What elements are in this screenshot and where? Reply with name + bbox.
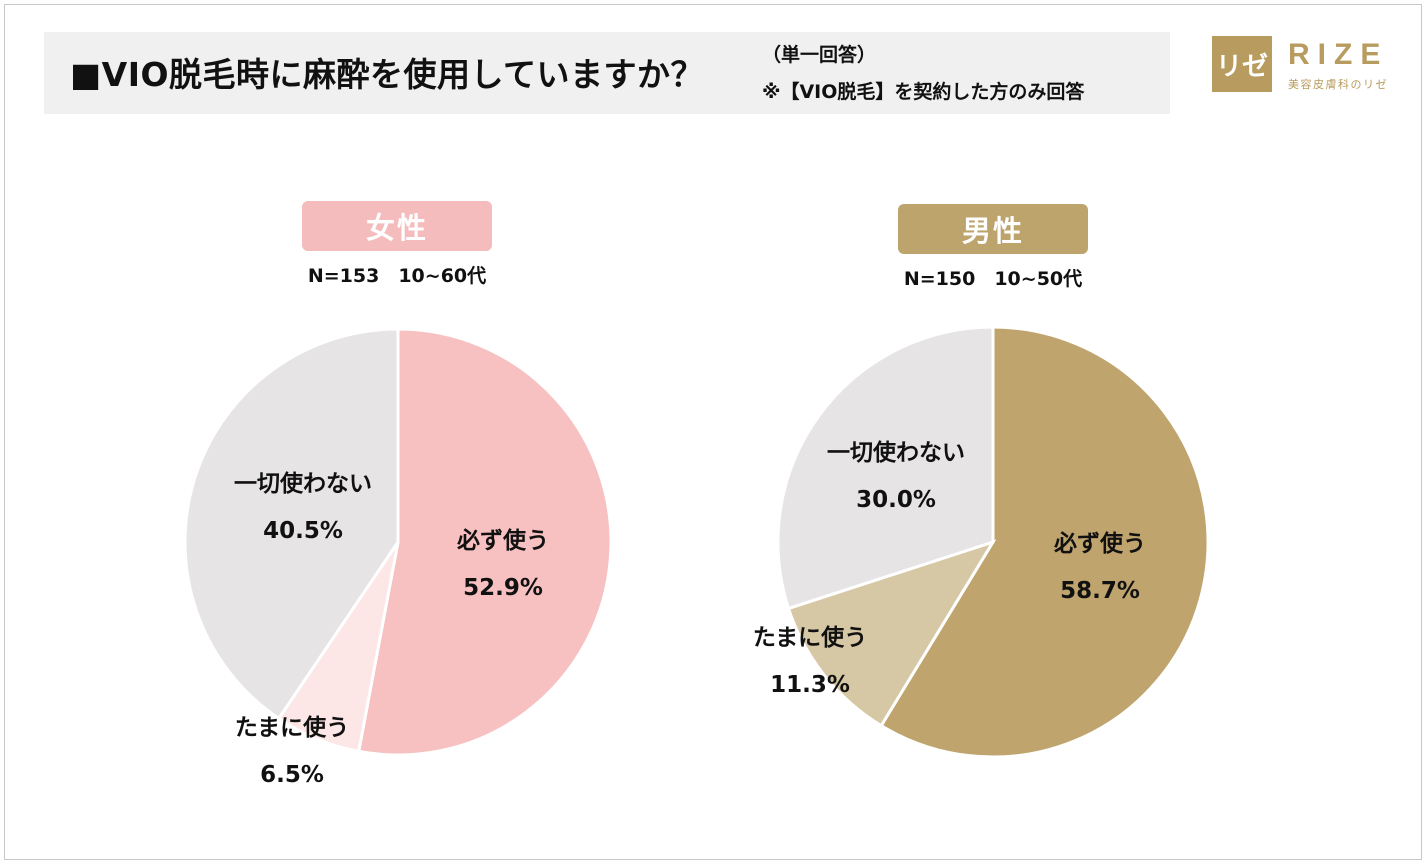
logo-tagline: 美容皮膚科のリゼ [1288, 78, 1388, 91]
male-slice-sometimes [786, 539, 997, 728]
female-slice-always [356, 327, 613, 757]
female-pie: 必ず使う 52.9% たまに使う 6.5% 一切使わない 40.5% [183, 327, 613, 788]
male-sample-size: N=150 10~50代 [903, 268, 1083, 290]
female-label-never: 一切使わない [234, 471, 372, 497]
chart-frame [4, 4, 1422, 860]
female-badge: 女性 [302, 201, 492, 251]
male-label-always: 必ず使う [1054, 530, 1146, 557]
female-label-always: 必ず使う [457, 527, 549, 554]
female-value-never: 40.5% [263, 518, 343, 544]
male-value-always: 58.7% [1060, 578, 1140, 604]
logo-mark: リゼ [1212, 36, 1272, 92]
respondent-scope-note: ※【VIO脱毛】を契約した方のみ回答 [762, 81, 1085, 103]
female-sample-size: N=153 10~60代 [307, 265, 487, 287]
female-slice-never [183, 327, 400, 721]
rize-logo: リゼ RIZE 美容皮膚科のリゼ [1212, 36, 1412, 96]
page-title: ■VIO脱毛時に麻酔を使用していますか？ [70, 55, 705, 94]
male-label-sometimes: たまに使う [753, 625, 867, 651]
male-slice-always [879, 325, 1210, 759]
answer-type-note: （単一回答） [762, 44, 877, 66]
male-badge: 男性 [898, 204, 1088, 254]
male-value-sometimes: 11.3% [770, 672, 850, 698]
male-pie: 必ず使う 58.7% たまに使う 11.3% 一切使わない 30.0% [753, 325, 1210, 759]
logo-wordmark: RIZE [1288, 38, 1389, 71]
male-value-never: 30.0% [856, 487, 936, 513]
female-value-sometimes: 6.5% [260, 762, 324, 788]
title-banner [44, 32, 1170, 114]
female-label-sometimes: たまに使う [235, 715, 349, 741]
female-value-always: 52.9% [463, 575, 543, 601]
male-label-never: 一切使わない [827, 440, 965, 466]
male-slice-never [776, 325, 995, 611]
